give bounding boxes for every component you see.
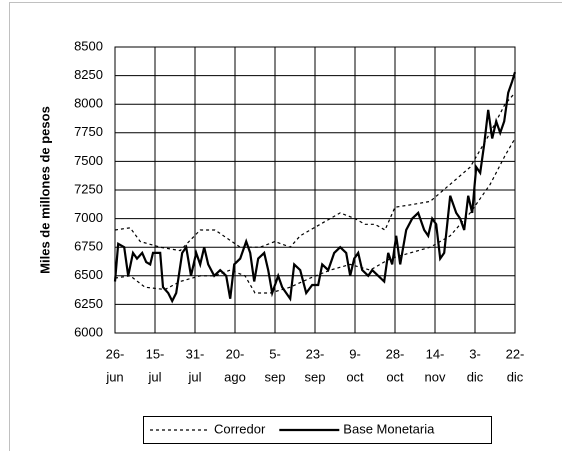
legend-label: Base Monetaria bbox=[343, 421, 435, 436]
y-tick-label: 7500 bbox=[74, 153, 103, 168]
x-tick-label: 20- bbox=[226, 346, 245, 361]
y-tick-label: 7000 bbox=[74, 210, 103, 225]
y-tick-label: 8500 bbox=[74, 38, 103, 53]
chart-frame bbox=[9, 2, 562, 451]
series-line bbox=[114, 92, 516, 252]
x-tick-label: 3- bbox=[469, 346, 481, 361]
y-axis-label: Miles de millones de pesos bbox=[37, 106, 52, 274]
legend-label: Corredor bbox=[214, 421, 266, 436]
x-tick-label: jul bbox=[187, 369, 201, 384]
x-tick-label: 23- bbox=[306, 346, 325, 361]
x-tick-label: jun bbox=[105, 369, 123, 384]
y-tick-label: 7750 bbox=[74, 124, 103, 139]
x-tick-label: 22- bbox=[506, 346, 525, 361]
x-tick-label: 28- bbox=[386, 346, 405, 361]
y-tick-label: 6500 bbox=[74, 267, 103, 282]
x-tick-label: sep bbox=[305, 369, 326, 384]
x-tick-label: nov bbox=[425, 369, 446, 384]
x-tick-label: 9- bbox=[349, 346, 361, 361]
x-tick-label: 14- bbox=[426, 346, 445, 361]
x-tick-label: dic bbox=[467, 369, 484, 384]
series-line bbox=[113, 71, 517, 304]
x-tick-label: 5- bbox=[269, 346, 281, 361]
x-tick-label: oct bbox=[386, 369, 404, 384]
y-tick-label: 7250 bbox=[74, 181, 103, 196]
y-tick-label: 6750 bbox=[74, 239, 103, 254]
y-tick-label: 6000 bbox=[74, 324, 103, 339]
y-tick-label: 8250 bbox=[74, 67, 103, 82]
y-tick-label: 6250 bbox=[74, 296, 103, 311]
x-tick-label: sep bbox=[265, 369, 286, 384]
x-tick-label: 26- bbox=[106, 346, 125, 361]
x-tick-label: oct bbox=[346, 369, 364, 384]
x-tick-label: jul bbox=[147, 369, 161, 384]
plot-border bbox=[114, 46, 516, 334]
x-tick-label: ago bbox=[224, 369, 246, 384]
y-tick-label: 8000 bbox=[74, 96, 103, 111]
x-tick-label: 31- bbox=[186, 346, 205, 361]
x-tick-label: dic bbox=[507, 369, 524, 384]
x-tick-label: 15- bbox=[146, 346, 165, 361]
